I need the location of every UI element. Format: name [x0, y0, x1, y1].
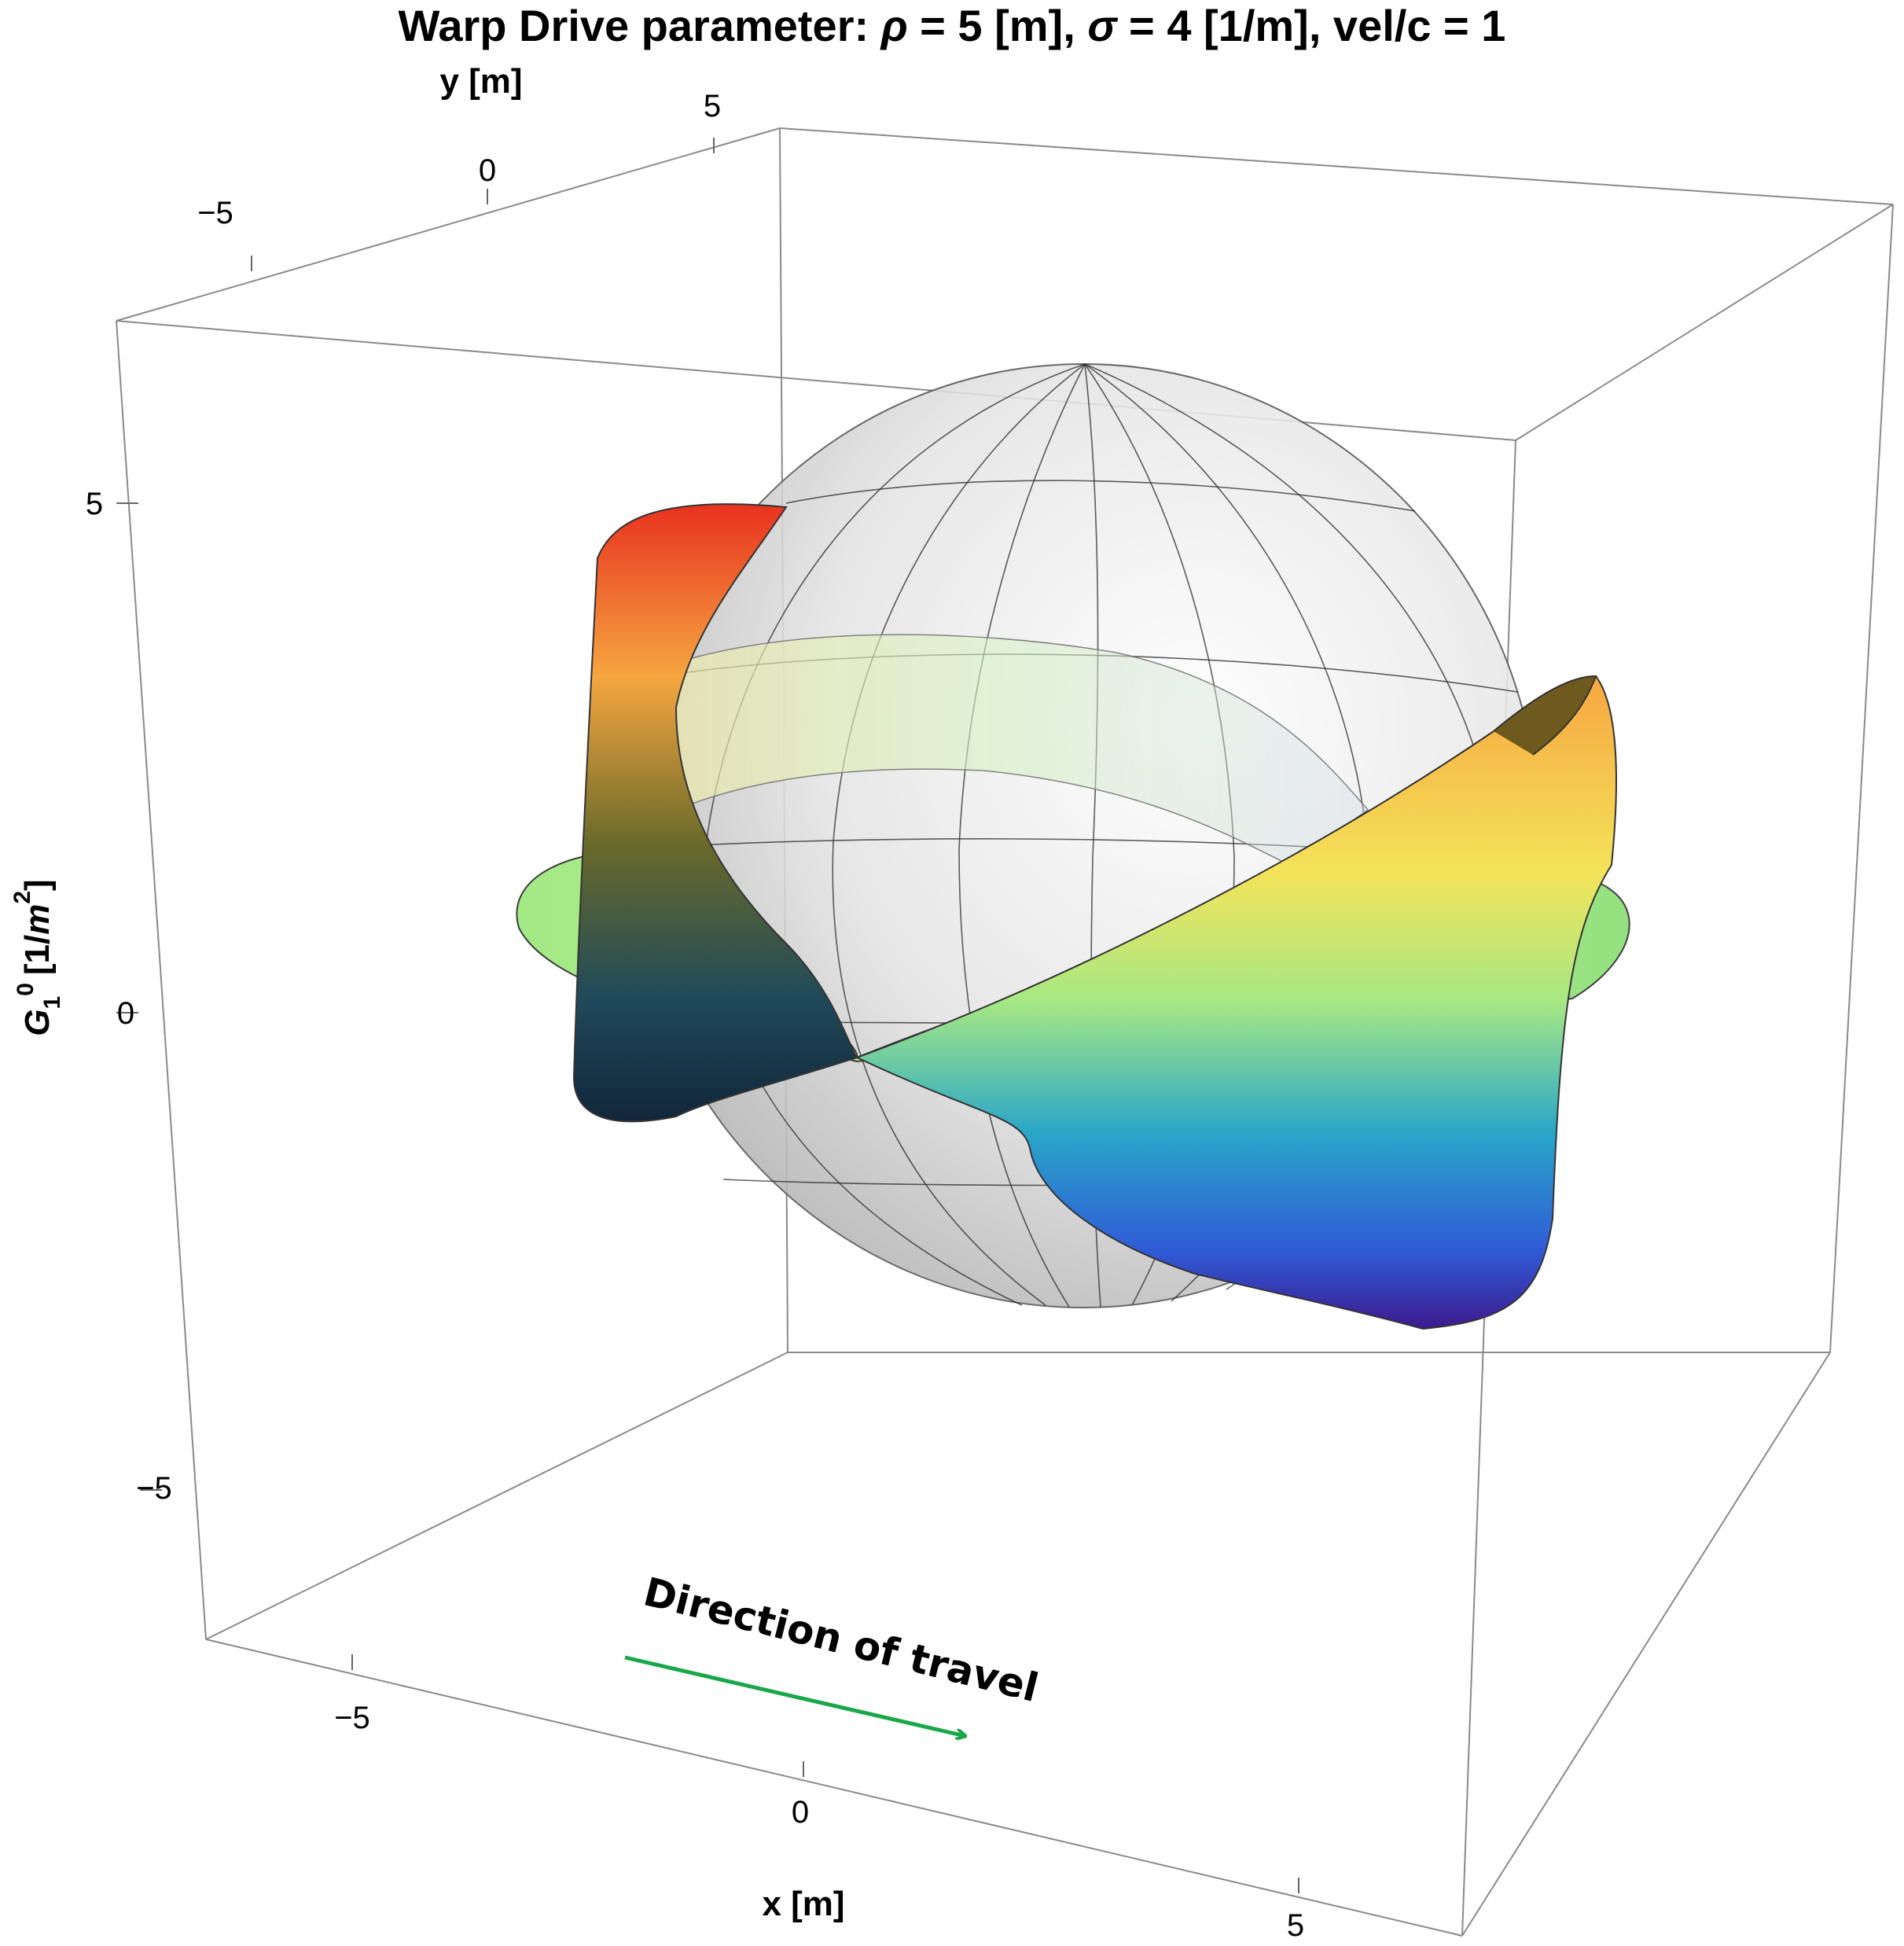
z-tick-label: 5 — [86, 487, 103, 521]
chart-title: Warp Drive parameter: ρ = 5 [m], σ = 4 [… — [399, 1, 1506, 50]
z-tick-label: −5 — [136, 1471, 172, 1506]
box-edge — [116, 320, 1516, 441]
z-axis-ticks — [116, 502, 162, 1491]
x-tick-label: 0 — [792, 1795, 809, 1830]
inner-saddle-band — [612, 634, 1369, 866]
x-tick-label: −5 — [334, 1701, 370, 1735]
z-axis-label: G10[1/m2] — [9, 879, 65, 1036]
right-warp-band — [855, 675, 1617, 1330]
bounding-box — [116, 127, 1894, 1937]
direction-arrow — [624, 1655, 965, 1736]
right-band-top-edge — [1493, 675, 1597, 756]
box-edge — [1515, 204, 1894, 441]
z-tick-label: 0 — [117, 996, 134, 1031]
box-edge — [1829, 204, 1894, 1353]
box-edge — [205, 1352, 788, 1640]
box-edge — [1461, 1352, 1831, 1937]
x-axis-ticks — [351, 1654, 1299, 1893]
y-tick-label: 5 — [704, 89, 721, 123]
x-tick-label: 5 — [1287, 1908, 1304, 1943]
x-axis-label: x [m] — [762, 1885, 844, 1923]
box-edge — [205, 1639, 1463, 1937]
y-tick-label: 0 — [479, 153, 496, 188]
y-axis-ticks — [251, 138, 715, 271]
box-edge — [116, 320, 207, 1640]
y-axis-label: y [m] — [439, 62, 522, 101]
box-edge — [116, 127, 781, 322]
direction-annotation: Direction of travel — [639, 1569, 1042, 1711]
y-tick-label: −5 — [197, 196, 233, 230]
box-edge — [779, 127, 1894, 205]
left-warp-band — [572, 503, 858, 1123]
